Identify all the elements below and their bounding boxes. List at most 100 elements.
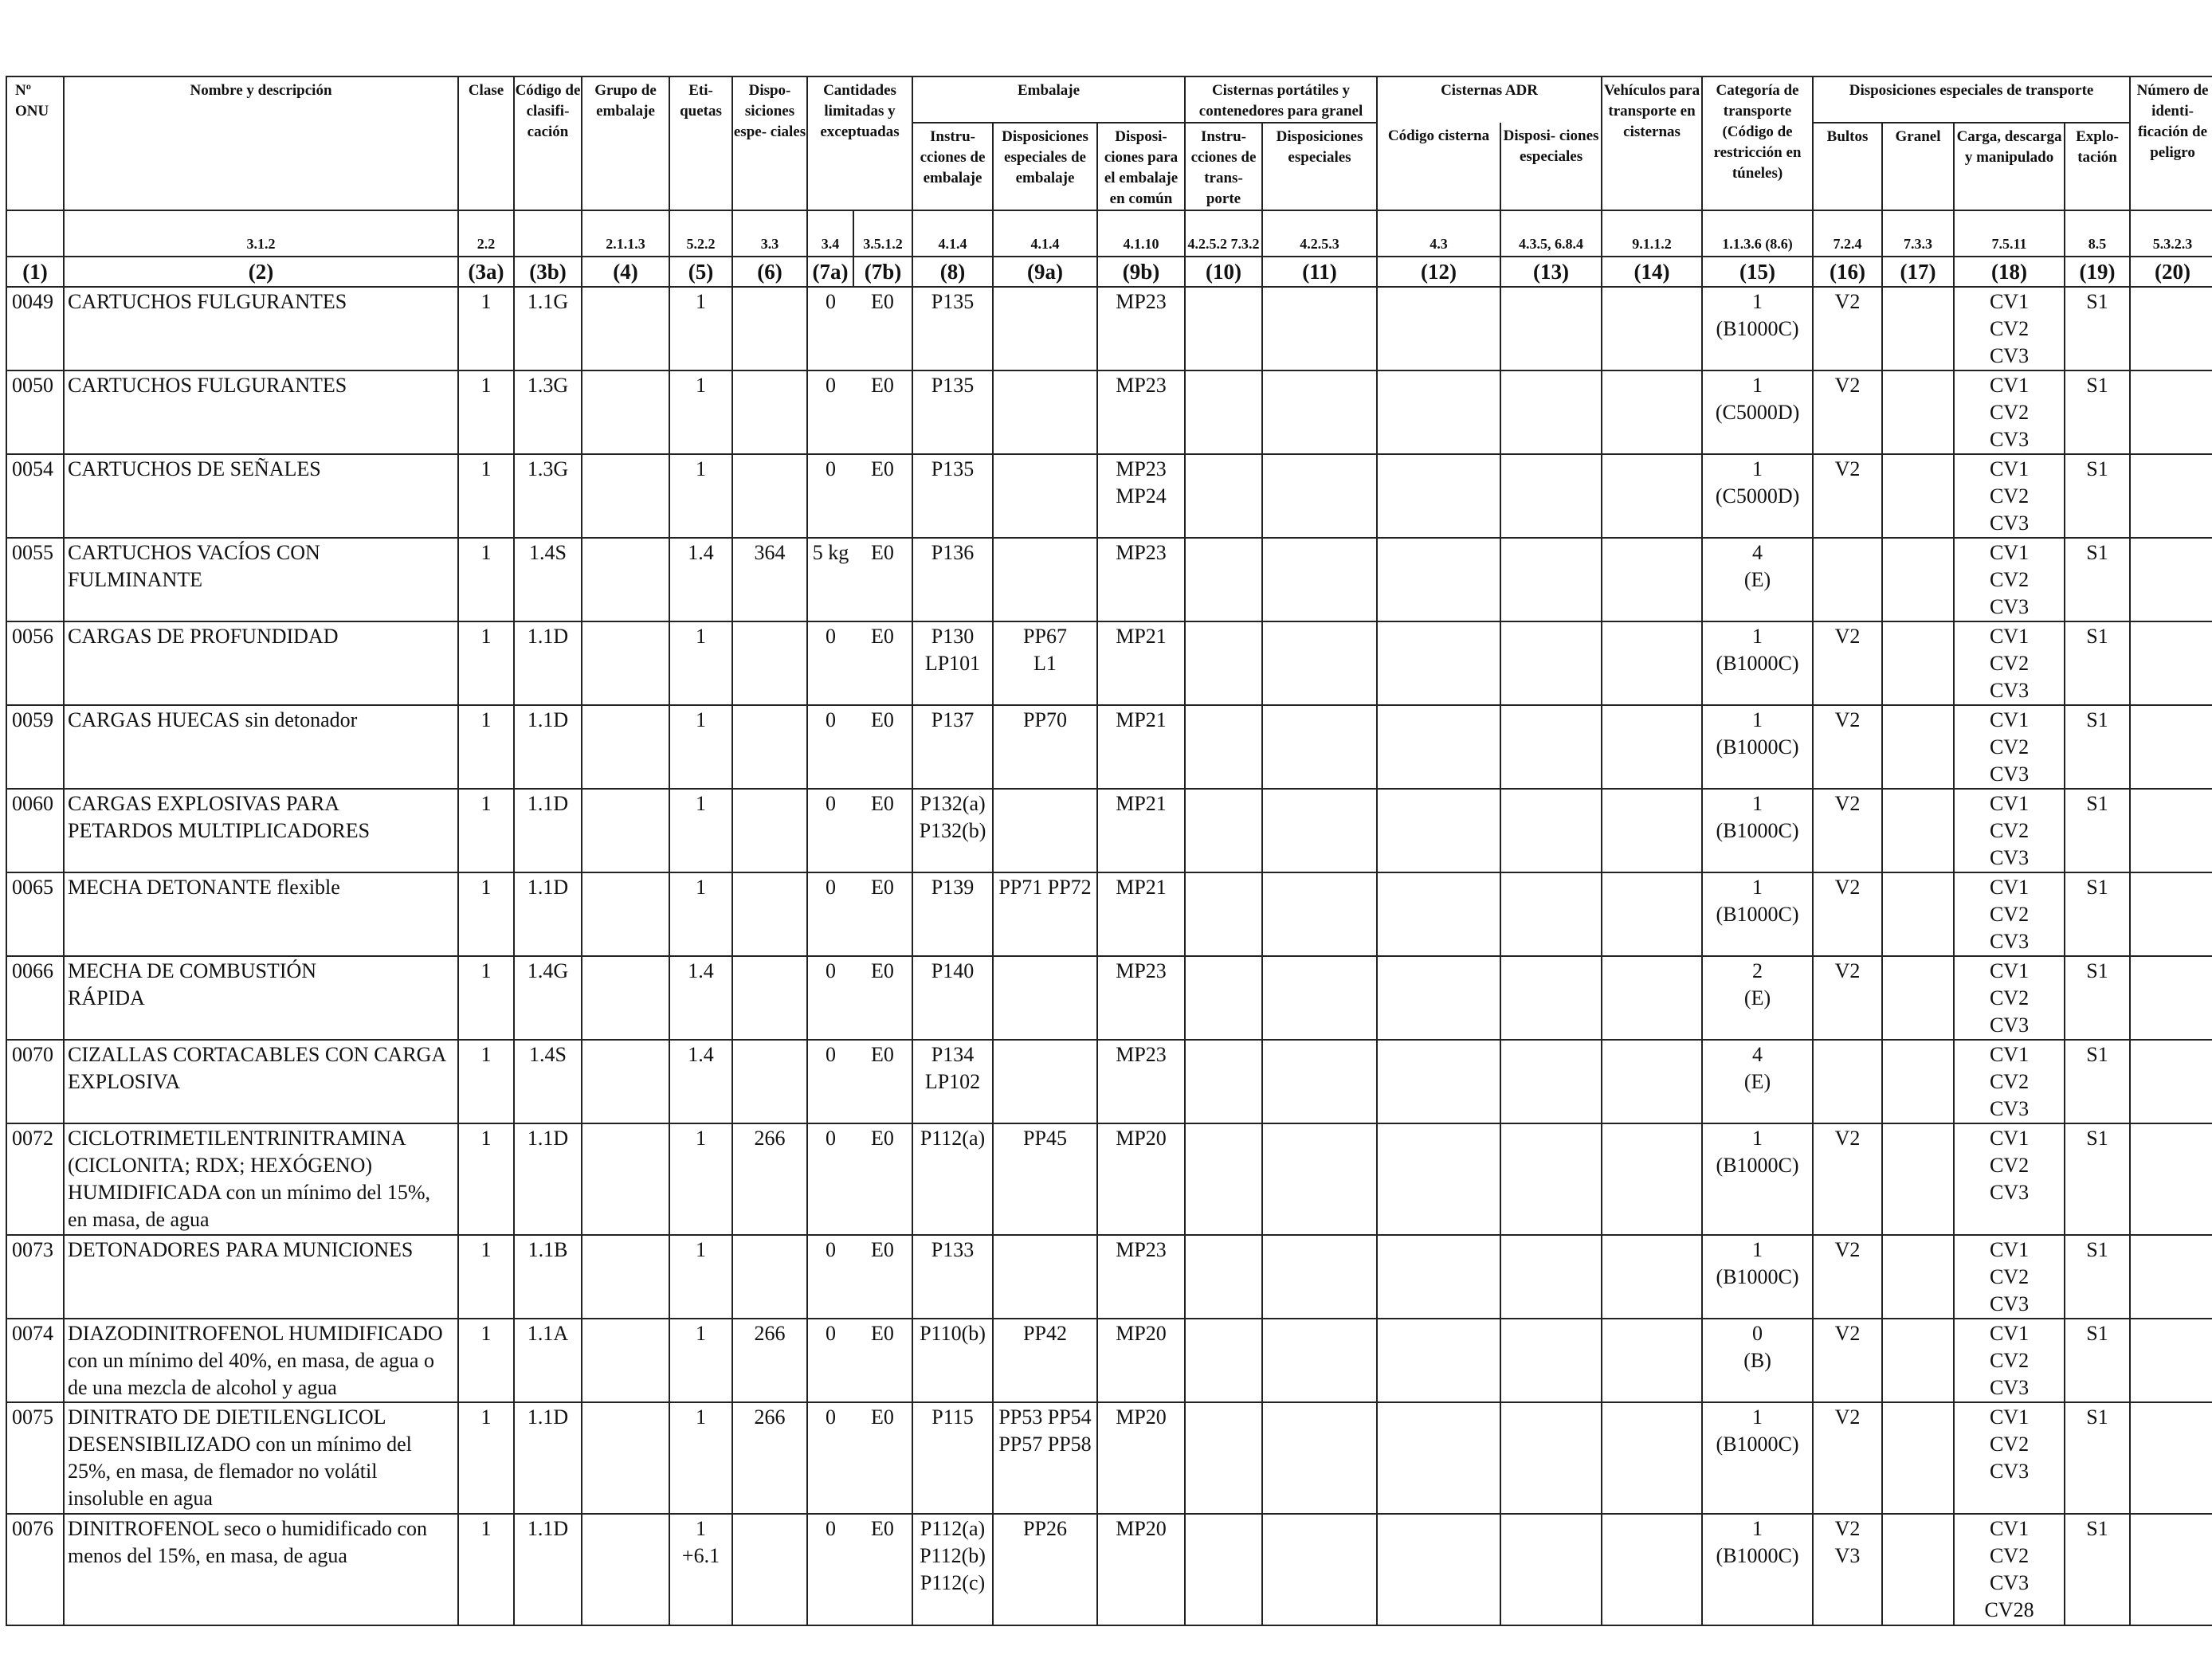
packages-provision-cell: V2	[1812, 1401, 1884, 1515]
portable-tank-special-cell	[1261, 1039, 1379, 1124]
class-cell: 1	[457, 1318, 515, 1403]
packing-group-cell	[581, 1039, 670, 1124]
special-packing-cell: PP53 PP54 PP57 PP58	[992, 1401, 1098, 1515]
bulk-provision-cell	[1881, 286, 1955, 371]
header-packing-instructions: Instru- cciones de embalaje	[912, 122, 994, 211]
classification-code-cell: 1.1D	[513, 621, 582, 706]
table-row: 0060 CARGAS EXPLOSIVAS PARA PETARDOS MULTI…	[6, 788, 2212, 873]
un-number-cell: 0073	[6, 1234, 65, 1319]
transport-category-cell: 1 (B1000C)	[1701, 872, 1814, 957]
classification-code-cell: 1.4S	[513, 1039, 582, 1124]
header-labels: Eti- quetas	[669, 76, 733, 211]
special-packing-cell: PP45	[992, 1123, 1098, 1236]
loading-provision-cell: CV1 CV2 CV3	[1953, 286, 2066, 371]
class-cell: 1	[457, 955, 515, 1041]
header-loading: Carga, descarga y manipulado	[1953, 122, 2066, 211]
name-line: DINITRATO DE DIETILENGLICOL	[68, 1405, 386, 1429]
portable-tank-cell	[1184, 704, 1263, 790]
portable-tank-special-cell	[1261, 1234, 1379, 1319]
packing-group-cell	[581, 1123, 670, 1236]
special-packing-cell	[992, 1039, 1098, 1124]
classification-code-cell: 1.1D	[513, 872, 582, 957]
header-row-column-numbers: (1) (2) (3a) (3b) (4) (5) (6) (7a) (7b) (8) (9a) (9…	[6, 256, 2212, 288]
loading-provision-line: CV1	[1989, 374, 2030, 397]
packing-instruction-line: LP101	[924, 652, 981, 675]
table-row: 0065 MECHA DETONANTE flexible 1 1.1D 1 0 E0 P13…	[6, 872, 2212, 957]
loading-provision-cell: CV1 CV2 CV3	[1953, 955, 2066, 1041]
name-line: PETARDOS MULTIPLICADORES	[68, 819, 371, 842]
portable-tank-special-cell	[1261, 872, 1379, 957]
labels-cell: 1	[669, 453, 733, 539]
hazard-id-cell	[2129, 872, 2212, 957]
packing-instruction-cell: P135	[912, 286, 994, 371]
tank-code-cell	[1376, 1513, 1502, 1626]
hazard-id-cell	[2129, 1234, 2212, 1319]
limited-quantity-cell: 0	[806, 1318, 853, 1403]
special-packing-cell	[992, 370, 1098, 455]
packages-provision-cell: V2	[1812, 1123, 1884, 1236]
packing-instruction-cell: P110(b)	[912, 1318, 994, 1403]
column-number: (11)	[1261, 256, 1379, 288]
header-bulk: Granel	[1881, 122, 1955, 211]
transport-category-cell: 1 (C5000D)	[1701, 453, 1814, 539]
un-number-cell: 0072	[6, 1123, 65, 1236]
header-transport-category: Categoría de transporte (Código de restr…	[1701, 76, 1814, 211]
special-provisions-cell	[731, 955, 808, 1041]
vehicle-cell	[1601, 453, 1704, 539]
bulk-provision-cell	[1881, 537, 1955, 622]
loading-provision-line: CV2	[1989, 652, 2030, 675]
column-number: (20)	[2129, 256, 2212, 288]
table-row: 0073 DETONADORES PARA MUNICIONES 1 1.1B 1 0 E0…	[6, 1234, 2212, 1319]
packages-provision-cell: V2	[1812, 1318, 1884, 1403]
packages-provision-cell: V2	[1812, 1234, 1884, 1319]
classification-code-cell: 1.4G	[513, 955, 582, 1041]
table-row: 0070 CIZALLAS CORTACABLES CON CARGA EXPLOS…	[6, 1039, 2212, 1124]
transport-category-cell: 1 (B1000C)	[1701, 704, 1814, 790]
mixed-packing-cell: MP23	[1096, 537, 1186, 622]
loading-provision-line: CV3	[1989, 846, 2030, 869]
classification-code-cell: 1.1A	[513, 1318, 582, 1403]
special-provisions-cell	[731, 872, 808, 957]
excepted-quantity-cell: E0	[853, 1401, 913, 1515]
classification-code-cell: 1.1B	[513, 1234, 582, 1319]
vehicle-cell	[1601, 1401, 1704, 1515]
tank-code-cell	[1376, 621, 1502, 706]
labels-cell: 1	[669, 788, 733, 873]
packing-instruction-cell: P115	[912, 1401, 994, 1515]
name-line: CARGAS EXPLOSIVAS PARA	[68, 792, 339, 815]
packing-group-cell	[581, 955, 670, 1041]
limited-quantity-cell: 0	[806, 955, 853, 1041]
name-line: DINITROFENOL seco o humidificado con	[68, 1517, 428, 1540]
class-cell: 1	[457, 1401, 515, 1515]
hazard-id-cell	[2129, 704, 2212, 790]
loading-provision-line: CV2	[1989, 317, 2030, 340]
transport-category-line: 1	[1752, 708, 1763, 731]
header-row-groups: Nº ONU Nombre y descripción Clase Código…	[6, 76, 2212, 211]
packing-instruction-cell: P130 LP101	[912, 621, 994, 706]
ref-name: 3.1.2	[63, 210, 459, 257]
packages-provision-cell: V2	[1812, 704, 1884, 790]
mixed-packing-cell: MP20	[1096, 1123, 1186, 1236]
transport-category-line: 0	[1752, 1322, 1763, 1345]
transport-category-line: 1	[1752, 457, 1763, 480]
bulk-provision-cell	[1881, 1401, 1955, 1515]
packing-instruction-line: P134	[931, 1043, 975, 1066]
mixed-packing-cell: MP20	[1096, 1318, 1186, 1403]
name-cell: CARTUCHOS DE SEÑALES	[63, 453, 459, 539]
portable-tank-cell	[1184, 286, 1263, 371]
special-provisions-cell: 266	[731, 1401, 808, 1515]
excepted-quantity-cell: E0	[853, 453, 913, 539]
mixed-packing-cell: MP23	[1096, 1234, 1186, 1319]
portable-tank-cell	[1184, 621, 1263, 706]
name-line: FULMINANTE	[68, 568, 202, 591]
bulk-provision-cell	[1881, 872, 1955, 957]
column-number: (7a)	[806, 256, 854, 288]
ref-pt: 4.2.5.2 7.3.2	[1184, 210, 1263, 257]
special-packing-cell: PP26	[992, 1513, 1098, 1626]
loading-provision-line: CV3	[1989, 930, 2030, 953]
un-number-cell: 0054	[6, 453, 65, 539]
loading-provision-cell: CV1 CV2 CV3	[1953, 621, 2066, 706]
special-provisions-cell	[731, 788, 808, 873]
bulk-provision-cell	[1881, 955, 1955, 1041]
vehicle-cell	[1601, 704, 1704, 790]
